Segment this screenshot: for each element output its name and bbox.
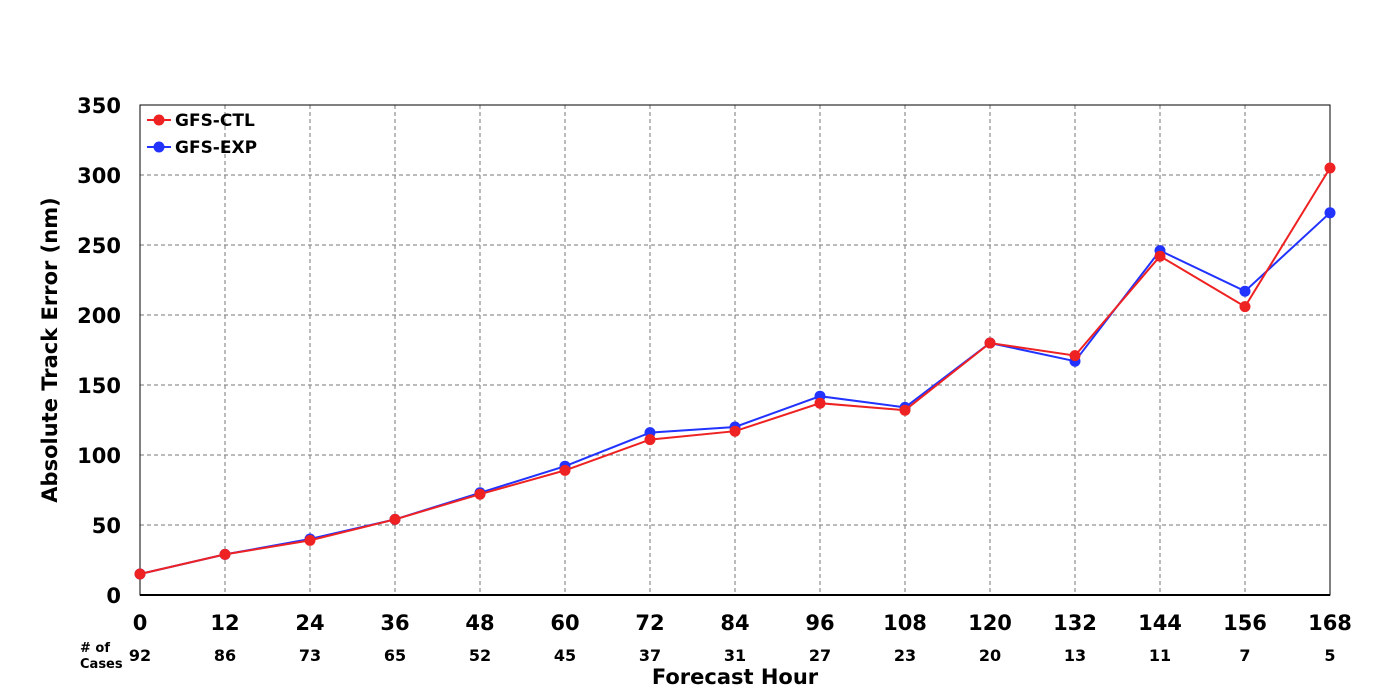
data-point [1324,207,1336,219]
legend-label: GFS-CTL [175,111,255,131]
x-tick-label: 48 [465,611,494,635]
data-point [389,513,401,525]
case-count: 11 [1149,646,1171,665]
y-tick-label: 100 [77,444,121,468]
cases-label: # of [80,641,110,656]
cases-row: # of Cases 92 86 73 65 52 45 37 31 27 23 20 13 11 7 5 [80,641,1336,672]
data-point [219,548,231,560]
data-point [559,464,571,476]
y-tick-label: 200 [77,304,121,328]
legend-label: GFS-EXP [175,138,257,158]
y-tick-label: 250 [77,234,121,258]
y-axis-title: Absolute Track Error (nm) [38,197,62,502]
legend-marker [153,114,165,126]
data-point [1069,350,1081,362]
case-count: 65 [384,646,406,665]
x-tick-label: 96 [805,611,834,635]
case-count: 31 [724,646,746,665]
data-point [814,397,826,409]
x-axis-title: Forecast Hour [652,665,819,689]
x-tick-label: 144 [1138,611,1182,635]
x-tick-label: 108 [883,611,927,635]
case-count: 45 [554,646,576,665]
legend-item: GFS-EXP [147,138,257,158]
x-tick-label: 24 [295,611,324,635]
x-tick-label: 168 [1308,611,1352,635]
data-point [1239,301,1251,313]
case-count: 20 [979,646,1001,665]
case-count: 52 [469,646,491,665]
x-tick-label: 120 [968,611,1012,635]
data-point [134,568,146,580]
x-tick-label: 12 [210,611,239,635]
y-tick-label: 0 [106,584,121,608]
x-tick-label: 36 [380,611,409,635]
y-tick-label: 150 [77,374,121,398]
x-tick-label: 132 [1053,611,1097,635]
legend-marker [153,141,165,153]
series-layer [134,162,1336,580]
y-tick-label: 350 [77,94,121,118]
case-count: 86 [214,646,236,665]
data-point [304,534,316,546]
data-point [899,404,911,416]
case-count: 5 [1324,646,1335,665]
data-point [474,488,486,500]
cases-label: Cases [80,657,123,672]
case-count: 92 [129,646,151,665]
case-count: 7 [1239,646,1250,665]
data-point [1324,162,1336,174]
data-point [729,425,741,437]
x-tick-label: 156 [1223,611,1267,635]
case-count: 73 [299,646,321,665]
grid-lines [140,105,1330,595]
y-tick-label: 50 [92,514,121,538]
legend: GFS-CTL GFS-EXP [147,111,257,158]
x-tick-label: 84 [720,611,749,635]
y-tick-labels: 0 50 100 150 200 250 300 350 [77,94,121,608]
data-point [1239,285,1251,297]
case-count: 37 [639,646,661,665]
case-count: 23 [894,646,916,665]
legend-item: GFS-CTL [147,111,255,131]
x-tick-label: 0 [133,611,148,635]
data-point [984,337,996,349]
series-gfs-ctl [134,162,1336,580]
x-tick-label: 72 [635,611,664,635]
y-tick-label: 300 [77,164,121,188]
data-point [1154,250,1166,262]
case-count: 27 [809,646,831,665]
x-tick-labels: 0 12 24 36 48 60 72 84 96 108 120 132 144 156 168 [133,611,1352,635]
data-point [644,434,656,446]
x-tick-label: 60 [550,611,579,635]
case-count: 13 [1064,646,1086,665]
